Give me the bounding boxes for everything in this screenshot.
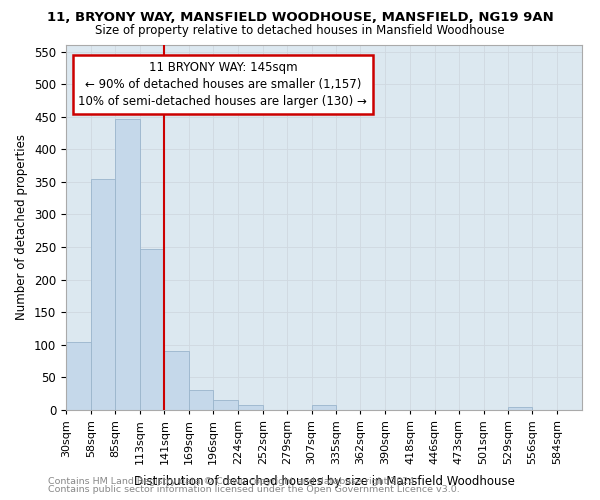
Bar [508, 406, 532, 410]
Y-axis label: Number of detached properties: Number of detached properties [16, 134, 28, 320]
Text: Contains public sector information licensed under the Open Government Licence v3: Contains public sector information licen… [48, 485, 460, 494]
Text: Contains HM Land Registry data © Crown copyright and database right 2024.: Contains HM Land Registry data © Crown c… [48, 477, 418, 486]
X-axis label: Distribution of detached houses by size in Mansfield Woodhouse: Distribution of detached houses by size … [134, 476, 514, 488]
Text: 11 BRYONY WAY: 145sqm
← 90% of detached houses are smaller (1,157)
10% of semi-d: 11 BRYONY WAY: 145sqm ← 90% of detached … [79, 62, 367, 108]
Bar [189, 390, 213, 410]
Bar [115, 118, 140, 410]
Bar [91, 178, 115, 410]
Bar [66, 342, 91, 410]
Text: Size of property relative to detached houses in Mansfield Woodhouse: Size of property relative to detached ho… [95, 24, 505, 37]
Text: 11, BRYONY WAY, MANSFIELD WOODHOUSE, MANSFIELD, NG19 9AN: 11, BRYONY WAY, MANSFIELD WOODHOUSE, MAN… [47, 11, 553, 24]
Bar [311, 406, 337, 410]
Bar [140, 249, 164, 410]
Bar [238, 406, 263, 410]
Bar [213, 400, 238, 410]
Bar [164, 352, 189, 410]
